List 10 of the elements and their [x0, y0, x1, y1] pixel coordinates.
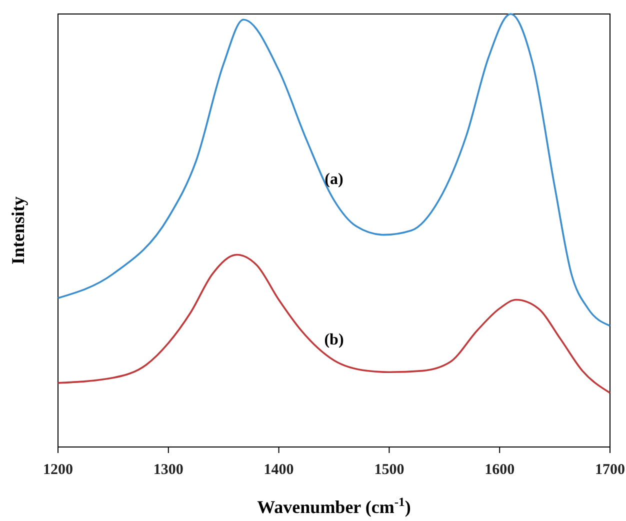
- series-label: (a): [324, 171, 344, 188]
- x-tick-label: 1500: [374, 462, 404, 478]
- x-tick-label: 1300: [153, 462, 184, 478]
- series-label: (b): [324, 331, 344, 348]
- y-axis-title: Intensity: [8, 196, 28, 265]
- x-axis-title: Wavenumber (cm$^{-1}$): [257, 495, 411, 517]
- x-tick-label: 1200: [43, 462, 73, 478]
- x-tick-label: 1600: [484, 462, 515, 478]
- x-tick-label: 1700: [595, 462, 625, 478]
- x-tick-label: 1400: [264, 462, 294, 478]
